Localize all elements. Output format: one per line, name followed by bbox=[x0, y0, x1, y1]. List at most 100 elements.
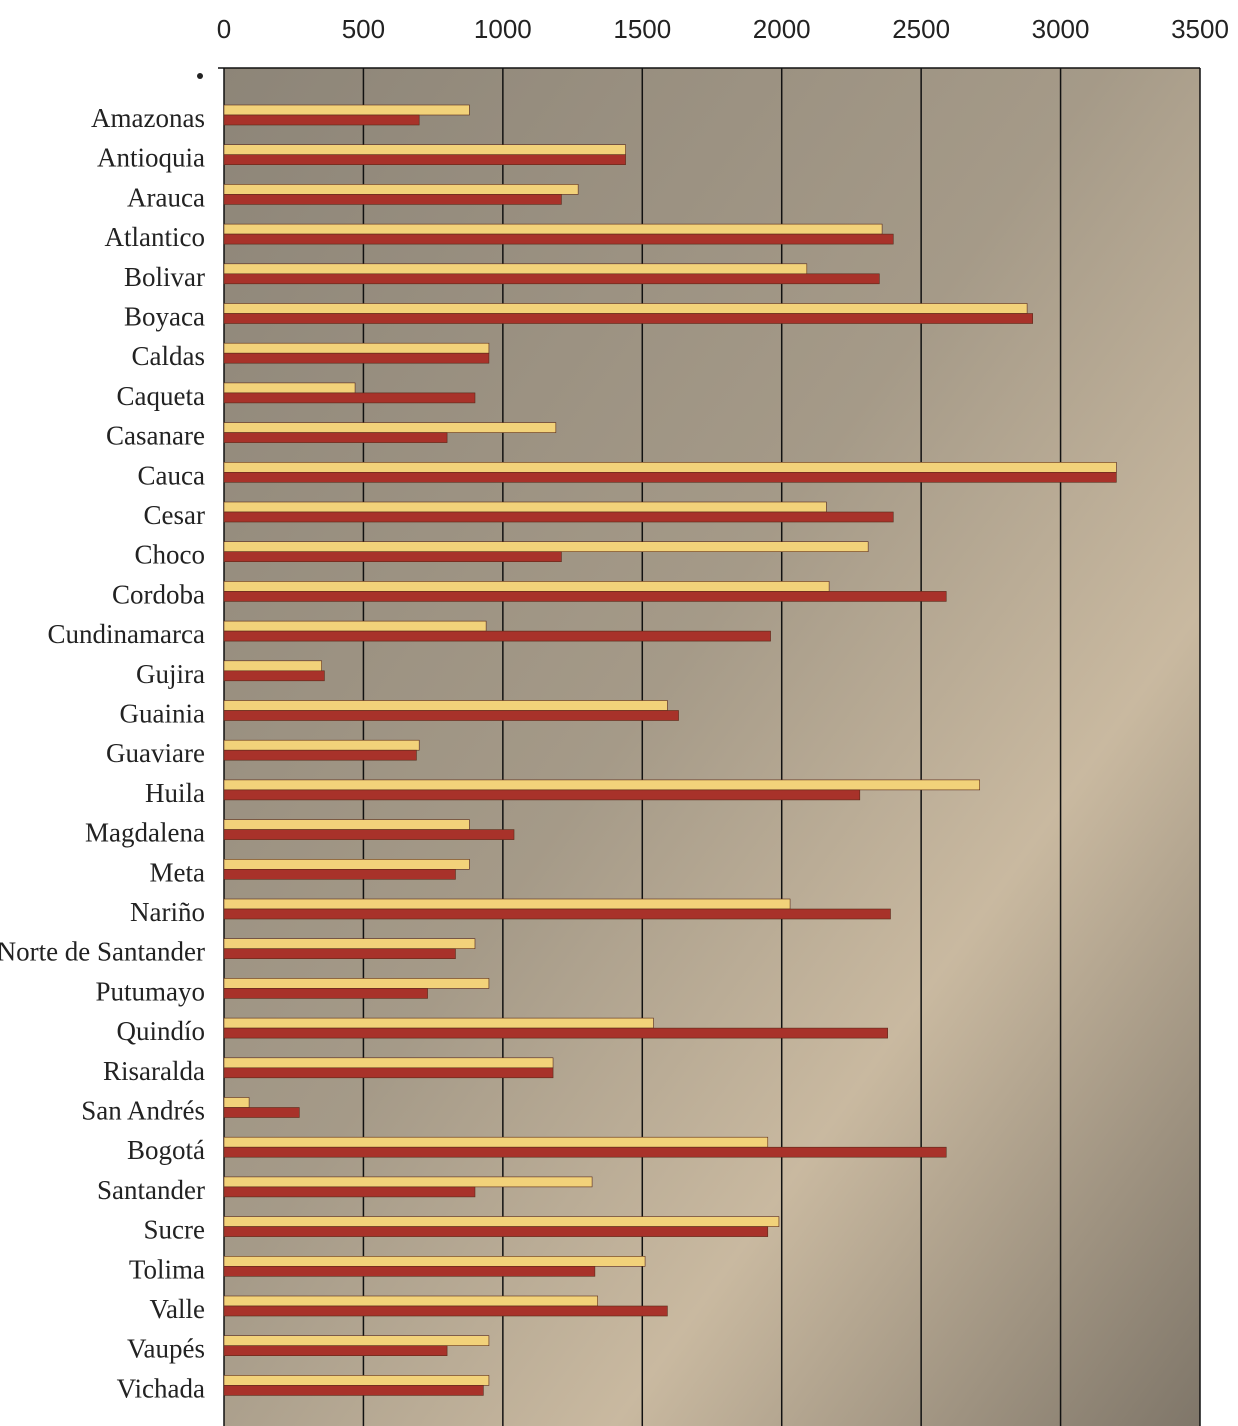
y-tick-label: Risaralda bbox=[103, 1056, 205, 1086]
bar bbox=[224, 194, 561, 204]
bar bbox=[224, 552, 561, 562]
bar bbox=[224, 909, 890, 919]
y-tick-label: Nariño bbox=[130, 897, 205, 927]
bar bbox=[224, 1346, 447, 1356]
y-tick-label: Gujira bbox=[136, 659, 205, 689]
bar bbox=[224, 939, 475, 949]
y-tick-label: Guainia bbox=[120, 699, 205, 729]
bar bbox=[224, 423, 556, 433]
y-tick-label: Valle bbox=[150, 1294, 205, 1324]
y-tick-label: Boyaca bbox=[124, 302, 205, 332]
bar bbox=[224, 1266, 595, 1276]
bar bbox=[224, 512, 893, 522]
bar bbox=[224, 1336, 489, 1346]
y-tick-label: Quindío bbox=[116, 1016, 205, 1046]
bar bbox=[224, 750, 416, 760]
x-tick-label: 2000 bbox=[753, 14, 811, 44]
y-tick-label: Putumayo bbox=[95, 976, 205, 1006]
bar bbox=[224, 1028, 888, 1038]
bar bbox=[224, 780, 980, 790]
bar bbox=[224, 383, 355, 393]
bar bbox=[224, 949, 455, 959]
bar bbox=[224, 264, 807, 274]
bar bbox=[224, 631, 771, 641]
bar bbox=[224, 988, 428, 998]
x-tick-label: 3000 bbox=[1032, 14, 1090, 44]
y-tick-label: Cordoba bbox=[112, 579, 205, 609]
bar bbox=[224, 1068, 553, 1078]
bar bbox=[224, 314, 1033, 324]
bar bbox=[224, 155, 626, 165]
bar bbox=[224, 1058, 553, 1068]
y-tick-label: Tolima bbox=[129, 1254, 205, 1284]
y-tick-label: Caqueta bbox=[117, 381, 205, 411]
x-tick-label: 1500 bbox=[613, 14, 671, 44]
y-tick-label: Antioquia bbox=[97, 143, 205, 173]
bar bbox=[224, 393, 475, 403]
bar bbox=[224, 304, 1027, 314]
y-tick-label: Amazonas bbox=[91, 103, 205, 133]
chart: 0 500 1000 1500 2000 2500 3000 3500 Amazonas Anti… bbox=[0, 0, 1238, 1426]
bar bbox=[224, 621, 486, 631]
bar bbox=[224, 1187, 475, 1197]
bar bbox=[224, 581, 829, 591]
x-tick-label: 3500 bbox=[1171, 14, 1229, 44]
bar bbox=[224, 105, 469, 115]
x-tick-label: 2500 bbox=[892, 14, 950, 44]
bar bbox=[224, 224, 882, 234]
x-tick-label: 0 bbox=[217, 14, 231, 44]
y-tick-label: Guaviare bbox=[106, 738, 205, 768]
bar bbox=[224, 1108, 299, 1118]
bar bbox=[224, 1018, 653, 1028]
y-tick-label: Bolivar bbox=[124, 262, 205, 292]
y-tick-label: Cundinamarca bbox=[48, 619, 205, 649]
x-tick-label: 1000 bbox=[474, 14, 532, 44]
y-tick-label: Norte de Santander bbox=[0, 937, 205, 967]
y-tick-label: Atlantico bbox=[105, 222, 205, 252]
bar bbox=[224, 899, 790, 909]
bar bbox=[224, 433, 447, 443]
y-tick-label: Bogotá bbox=[127, 1135, 205, 1165]
bar bbox=[224, 661, 322, 671]
y-tick-label: Vaupés bbox=[127, 1334, 205, 1364]
bar bbox=[224, 591, 946, 601]
y-tick-label: Huila bbox=[145, 778, 205, 808]
bar bbox=[224, 353, 489, 363]
bar bbox=[224, 978, 489, 988]
bar bbox=[224, 115, 419, 125]
bar bbox=[224, 671, 324, 681]
bar bbox=[224, 1256, 645, 1266]
y-tick-label: Cauca bbox=[138, 460, 205, 490]
bar bbox=[224, 1306, 667, 1316]
bar bbox=[224, 234, 893, 244]
y-tick-label: Casanare bbox=[106, 421, 205, 451]
bar bbox=[224, 542, 868, 552]
y-tick-label: Choco bbox=[135, 540, 206, 570]
y-tick-label: Meta bbox=[150, 857, 205, 887]
bar bbox=[224, 343, 489, 353]
y-tick-label: Cesar bbox=[144, 500, 205, 530]
x-tick-label: 500 bbox=[342, 14, 385, 44]
bar bbox=[224, 274, 879, 284]
bar bbox=[224, 859, 469, 869]
bar bbox=[224, 1098, 249, 1108]
bar bbox=[224, 740, 419, 750]
bar bbox=[224, 1217, 779, 1227]
bar bbox=[224, 711, 679, 721]
bar bbox=[224, 184, 578, 194]
bar bbox=[224, 1375, 489, 1385]
y-tick-label: Sucre bbox=[144, 1215, 205, 1245]
page: 0 500 1000 1500 2000 2500 3000 3500 Amazonas Anti… bbox=[0, 0, 1238, 1426]
bar bbox=[224, 1385, 483, 1395]
bar bbox=[224, 145, 626, 155]
y-tick-label: Caldas bbox=[132, 341, 206, 371]
bar bbox=[224, 830, 514, 840]
y-tick-label: Arauca bbox=[127, 182, 205, 212]
bar bbox=[224, 1147, 946, 1157]
bar bbox=[224, 790, 860, 800]
bar bbox=[224, 502, 826, 512]
bar bbox=[224, 701, 667, 711]
bar bbox=[224, 462, 1116, 472]
bar bbox=[224, 1227, 768, 1237]
bar bbox=[224, 820, 469, 830]
